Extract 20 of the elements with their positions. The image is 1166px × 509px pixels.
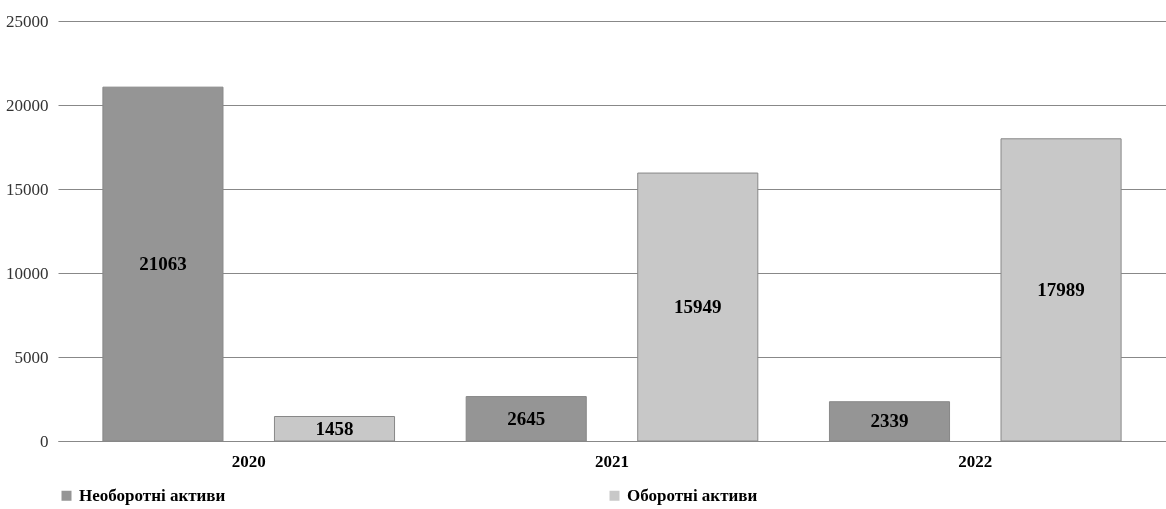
x-tick-label: 2020 [231,451,266,471]
legend-label: Оборотні активи [627,485,758,505]
data-label: 15949 [674,296,722,318]
bar [828,401,951,442]
legend-label: Необоротні активи [79,485,226,505]
y-tick-label: 25000 [6,11,49,31]
y-tick-label: 20000 [6,95,49,115]
y-tick-label: 15000 [6,179,49,199]
x-tick-label: 2022 [958,451,993,471]
bar [465,396,587,442]
bar [273,416,396,442]
x-tick-label: 2021 [595,451,629,471]
y-tick-label: 10000 [6,263,49,283]
data-label: 21063 [139,253,187,275]
data-label: 1458 [315,417,354,439]
y-tick-label: 5000 [14,347,49,367]
data-label: 2645 [507,407,546,429]
data-label: 2339 [870,410,909,432]
data-label: 17989 [1037,278,1085,300]
y-tick-label: 0 [40,431,49,451]
